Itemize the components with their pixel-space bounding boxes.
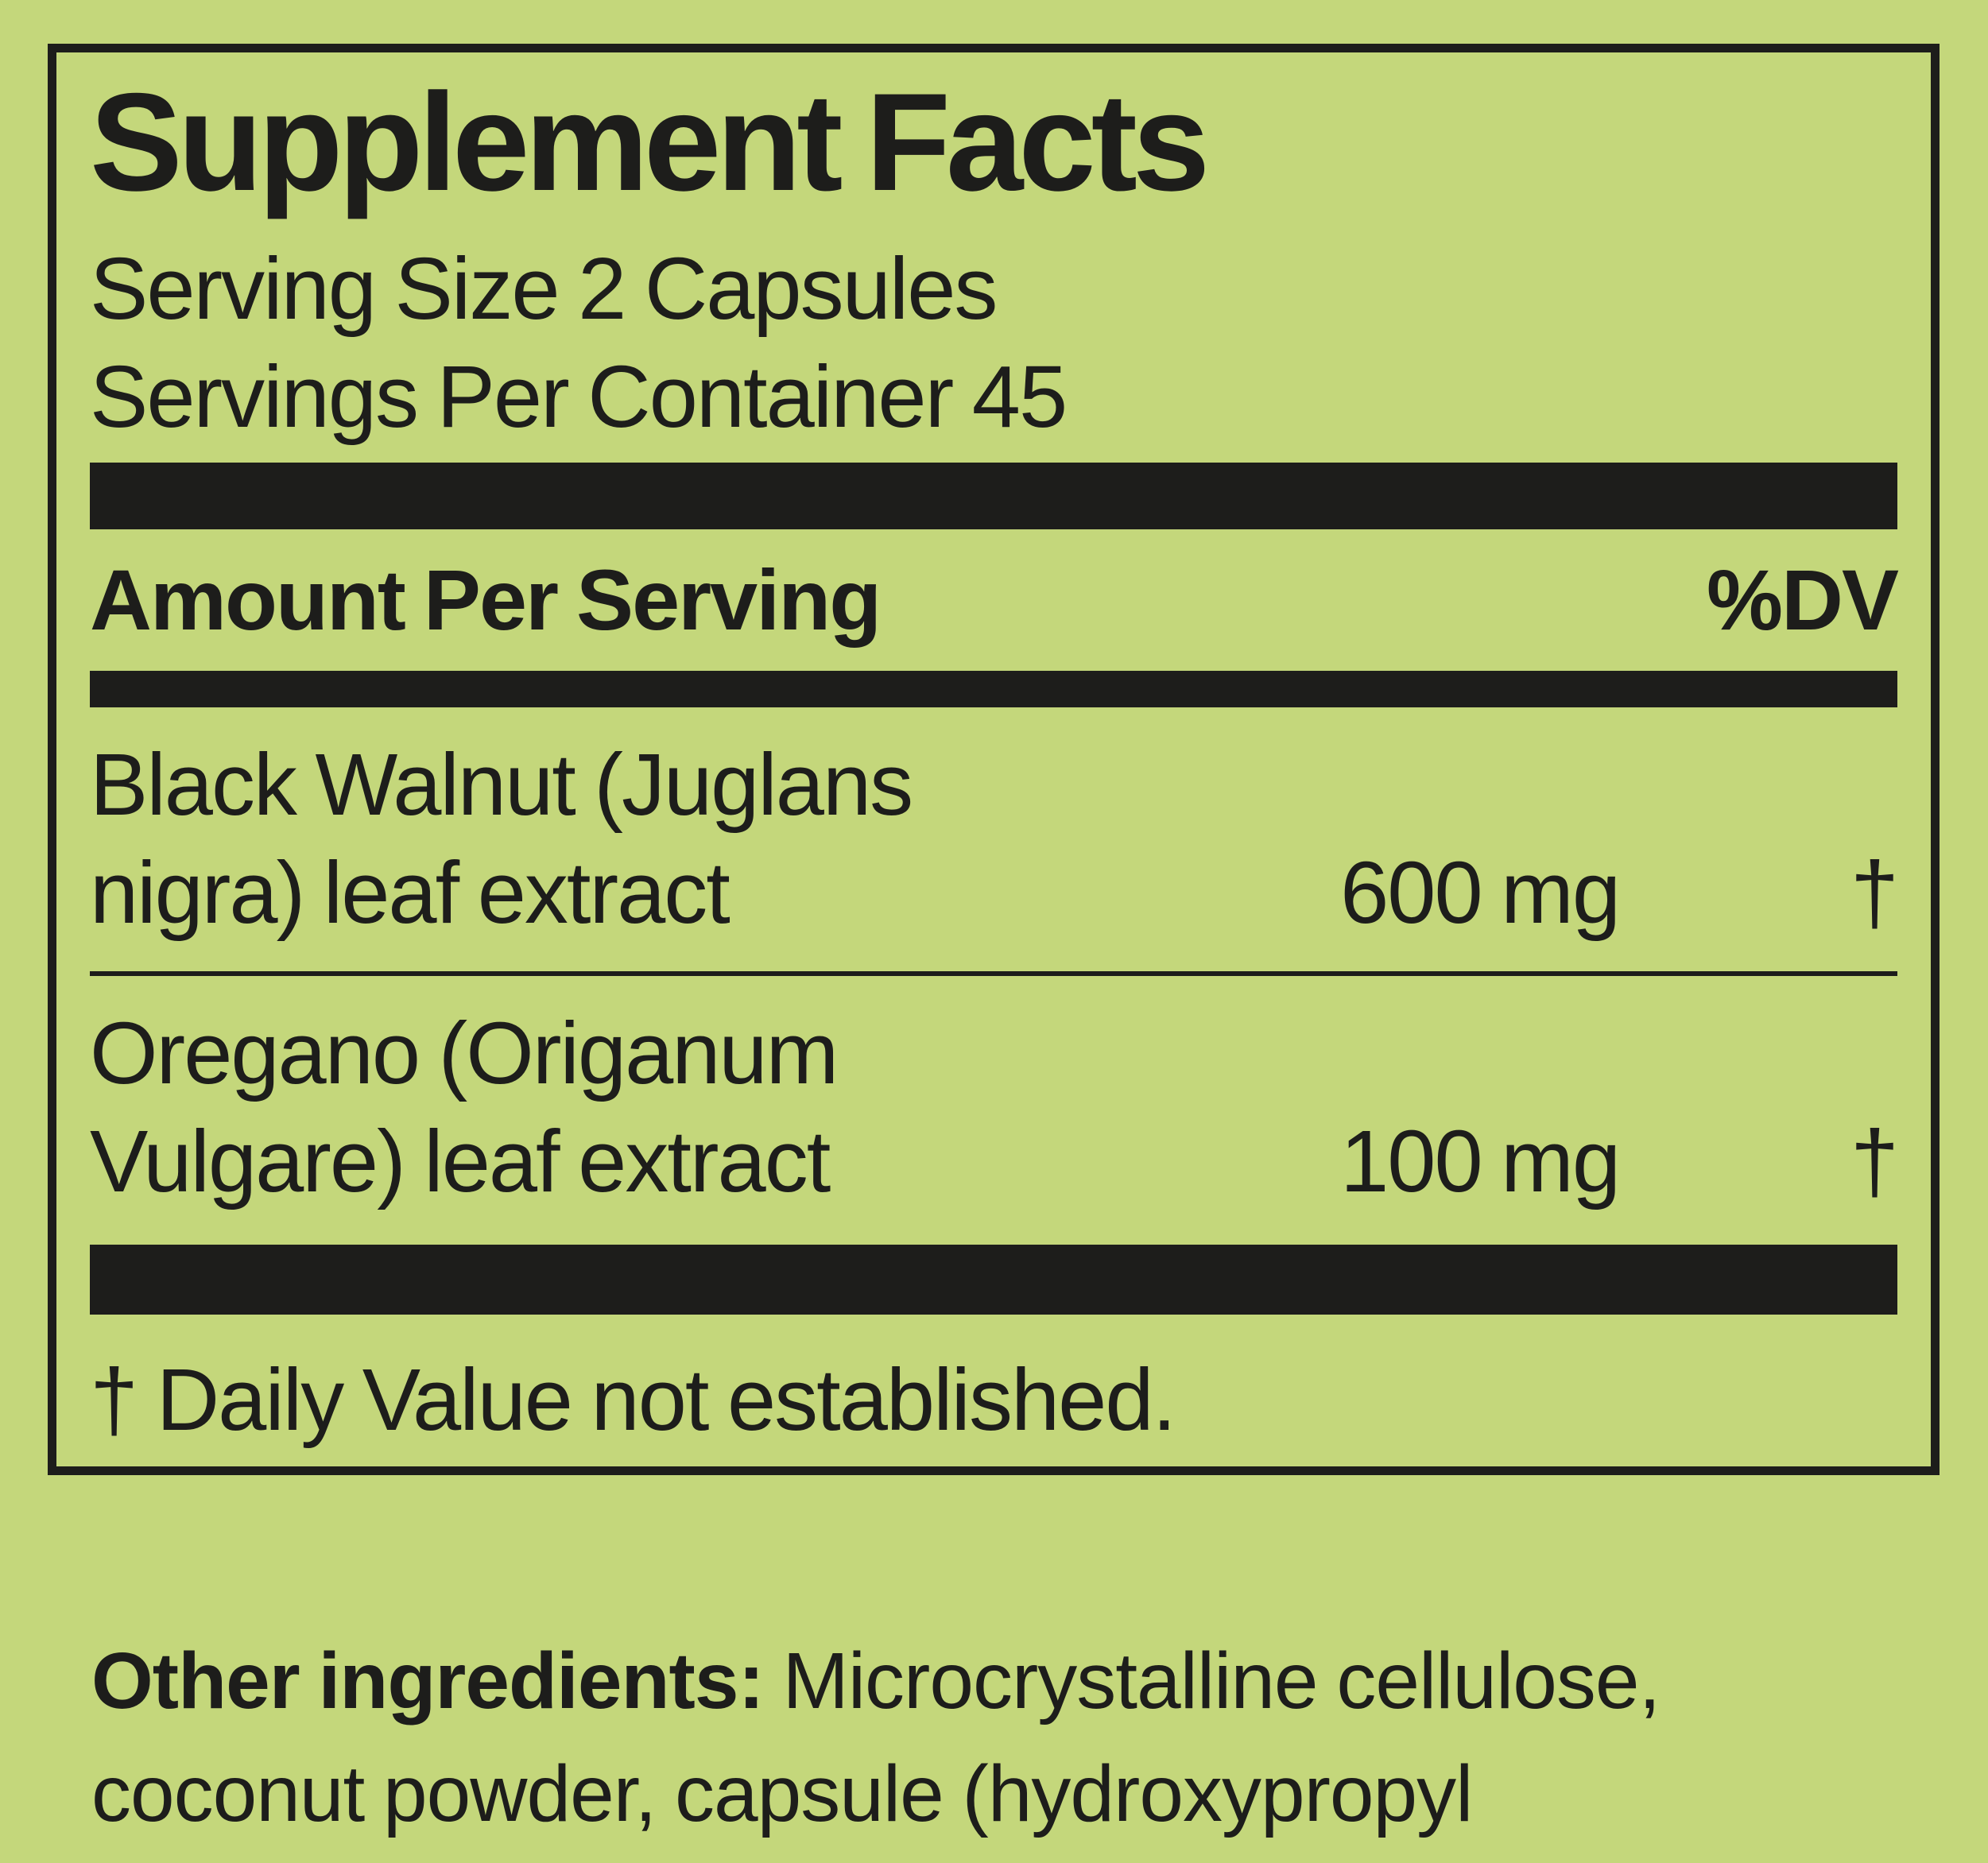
ingredient-dv-dagger: † bbox=[1850, 843, 1899, 942]
serving-info: Serving Size 2 Capsules Servings Per Con… bbox=[90, 239, 1068, 446]
table-row: Black Walnut (Juglans nigra) leaf extrac… bbox=[90, 731, 1899, 947]
divider-bar-header bbox=[90, 670, 1897, 707]
ingredient-name: Oregano (Origanum Vulgare) leaf extract bbox=[90, 1004, 839, 1210]
supplement-facts-title: Supplement Facts bbox=[90, 65, 1210, 220]
divider-rule-thin bbox=[90, 970, 1897, 976]
divider-bar-top bbox=[90, 462, 1897, 529]
table-header-row: Amount Per Serving %DV bbox=[90, 548, 1899, 652]
daily-value-footnote: † Daily Value not established. bbox=[90, 1350, 1176, 1449]
amount-per-serving-header: Amount Per Serving bbox=[90, 551, 882, 648]
other-ingredients-paragraph: Other ingredients: Microcrystalline cell… bbox=[91, 1625, 1943, 1863]
supplement-facts-panel: Supplement Facts Serving Size 2 Capsules… bbox=[48, 44, 1940, 1475]
divider-bar-bottom bbox=[90, 1244, 1897, 1315]
table-row: Oregano (Origanum Vulgare) leaf extract … bbox=[90, 1000, 1899, 1216]
percent-dv-header: %DV bbox=[1706, 551, 1899, 648]
ingredient-dv-dagger: † bbox=[1850, 1112, 1899, 1210]
ingredient-name: Black Walnut (Juglans nigra) leaf extrac… bbox=[90, 735, 913, 942]
ingredient-amount: 600 mg bbox=[1340, 843, 1621, 942]
other-ingredients-label: Other ingredients: bbox=[91, 1636, 765, 1726]
other-ingredients-text: Microcrystalline cellulose, coconut powd… bbox=[91, 1636, 1661, 1863]
ingredient-amount: 100 mg bbox=[1340, 1112, 1621, 1210]
